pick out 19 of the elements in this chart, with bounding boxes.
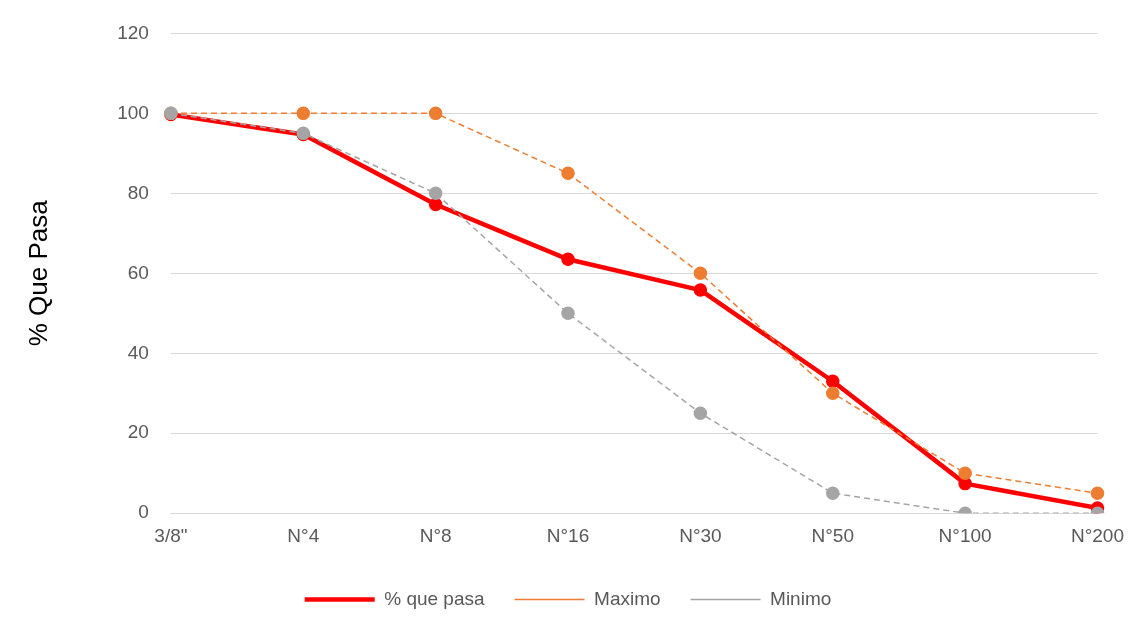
y-tick-label: 20 — [127, 421, 149, 443]
x-tick-label: N°100 — [938, 524, 992, 546]
x-tick-label: N°16 — [546, 524, 590, 546]
y-tick-label: 80 — [127, 181, 149, 203]
y-tick-label: 120 — [117, 21, 149, 43]
x-tick-label: N°8 — [419, 524, 452, 546]
x-tick-label: N°30 — [679, 524, 722, 546]
y-tick-label: 40 — [127, 341, 149, 363]
y-tick-label: 100 — [117, 101, 149, 123]
legend-label: Maximo — [594, 587, 661, 609]
legend-label: Minimo — [770, 587, 832, 609]
x-tick-label: N°200 — [1070, 524, 1125, 546]
x-tick-label: N°50 — [811, 524, 854, 546]
x-tick-label: N°4 — [287, 524, 320, 546]
legend-label: % que pasa — [384, 587, 485, 609]
y-tick-label: 60 — [127, 261, 149, 283]
y-axis-title: % Que Pasa — [22, 199, 53, 347]
y-tick-label: 0 — [138, 501, 149, 523]
x-tick-label: 3/8" — [154, 524, 188, 546]
